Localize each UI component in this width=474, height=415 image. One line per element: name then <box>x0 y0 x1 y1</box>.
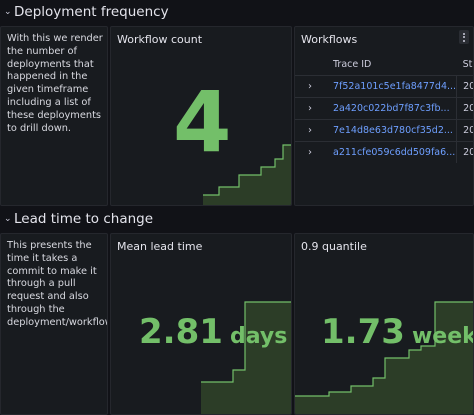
workflow-count-panel[interactable]: Workflow count 4 <box>110 26 292 206</box>
table-row[interactable]: › a211cfe059c6dd509fa6... 20 <box>295 140 473 163</box>
panel-title: 0.9 quantile <box>301 240 367 253</box>
lead-time-description-panel: This presents the time it takes a commit… <box>0 233 108 415</box>
table-row[interactable]: › 7f52a101c5e1fa8477d4... 20 <box>295 74 473 97</box>
sparkline-line <box>201 301 291 383</box>
stat-unit: days <box>229 324 288 349</box>
trace-id-link[interactable]: 2a420c022bd7f87c3fb... <box>325 96 457 119</box>
chevron-right-icon[interactable]: › <box>295 118 325 141</box>
column-header-trace-id[interactable]: Trace ID <box>333 59 372 71</box>
table-row[interactable]: › 7e14d8e63d780cf35d2... 20 <box>295 118 473 141</box>
stat-value-group: 2.81 days <box>139 312 287 352</box>
stat-value-group: 1.73 weeks <box>321 312 473 352</box>
table-header-row: Trace ID Sta <box>295 55 473 75</box>
column-header-status[interactable]: Sta <box>462 59 473 71</box>
panel-text: With this we render the number of deploy… <box>7 33 103 134</box>
stat-value: 2.81 <box>139 312 223 352</box>
sparkline <box>295 301 473 414</box>
stat-value: 4 <box>173 73 232 171</box>
sparkline <box>203 144 291 205</box>
workflows-table-panel[interactable]: Workflows Trace ID Sta › 7f52a101c5e1fa8… <box>294 26 474 206</box>
mean-lead-time-panel[interactable]: Mean lead time 2.81 days <box>110 233 292 415</box>
sparkline-area <box>295 302 473 414</box>
status-cell: 20 <box>456 140 473 163</box>
trace-id-link[interactable]: 7e14d8e63d780cf35d2... <box>325 118 457 141</box>
sparkline-line <box>295 301 473 397</box>
table-row[interactable]: › 2a420c022bd7f87c3fb... 20 <box>295 96 473 119</box>
trace-id-link[interactable]: a211cfe059c6dd509fa6... <box>325 140 457 163</box>
status-cell: 20 <box>456 96 473 119</box>
kebab-menu-icon[interactable] <box>459 30 469 44</box>
stat-unit: weeks <box>411 324 473 349</box>
chevron-right-icon[interactable]: › <box>295 96 325 119</box>
status-cell: 20 <box>456 74 473 97</box>
trace-id-link[interactable]: 7f52a101c5e1fa8477d4... <box>325 74 457 97</box>
stat-value: 1.73 <box>321 312 405 352</box>
chevron-down-icon[interactable]: ⌄ <box>4 214 12 224</box>
sparkline-area <box>201 302 291 414</box>
deployment-description-panel: With this we render the number of deploy… <box>0 26 108 206</box>
workflows-table: Trace ID Sta › 7f52a101c5e1fa8477d4... 2… <box>295 55 473 163</box>
panel-text: This presents the time it takes a commit… <box>7 240 108 328</box>
sparkline-line <box>203 144 291 196</box>
row-title: Lead time to change <box>14 211 154 227</box>
status-cell: 20 <box>456 118 473 141</box>
row-header-deployment-frequency[interactable]: ⌄ Deployment frequency <box>0 1 474 23</box>
chevron-down-icon[interactable]: ⌄ <box>4 7 12 17</box>
row-title: Deployment frequency <box>14 4 169 20</box>
panel-title: Mean lead time <box>117 240 203 253</box>
quantile-panel[interactable]: 0.9 quantile 1.73 weeks <box>294 233 474 415</box>
chevron-right-icon[interactable]: › <box>295 74 325 97</box>
panel-title: Workflow count <box>117 33 203 46</box>
row-header-lead-time[interactable]: ⌄ Lead time to change <box>0 208 474 230</box>
sparkline <box>201 301 291 414</box>
panel-title: Workflows <box>301 33 358 46</box>
chevron-right-icon[interactable]: › <box>295 140 325 163</box>
